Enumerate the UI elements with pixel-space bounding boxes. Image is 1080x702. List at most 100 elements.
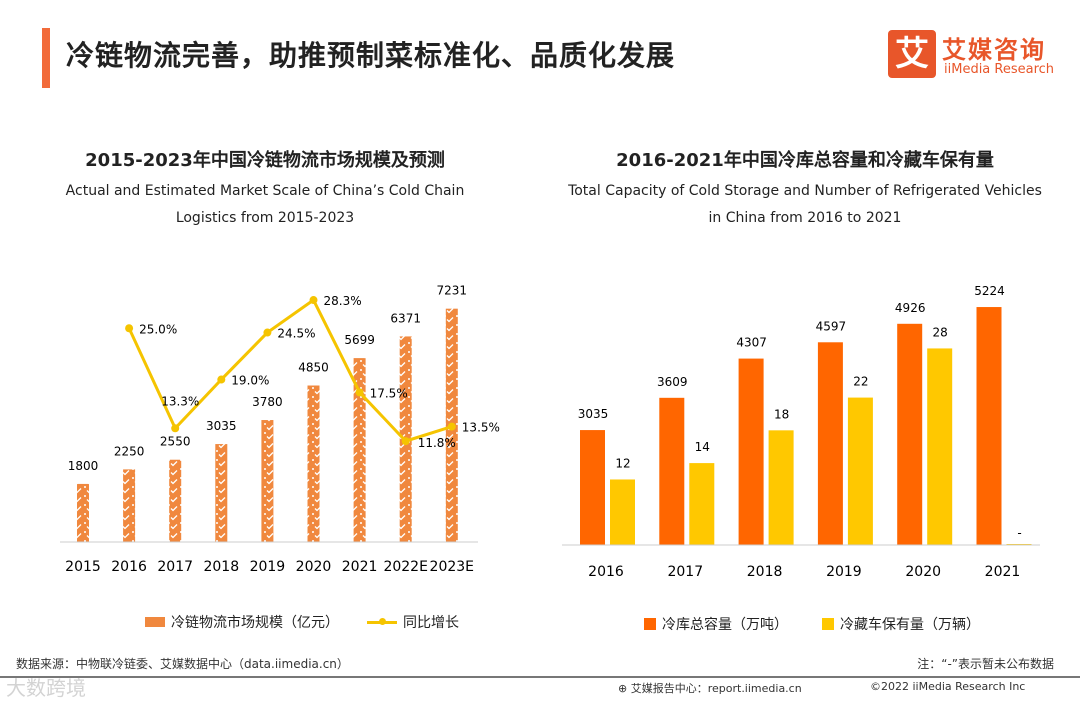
globe-icon: ⊕: [618, 682, 631, 695]
left-chart-title: 2015-2023年中国冷链物流市场规模及预测: [85, 150, 445, 171]
left-chart-subtitle-1: Actual and Estimated Market Scale of Chi…: [65, 183, 465, 199]
x-tick-label: 2021: [985, 564, 1021, 580]
watermark: 大数跨境: [6, 676, 86, 700]
x-tick-label: 2016: [111, 559, 147, 575]
legend-bar-swatch-icon: [145, 617, 165, 627]
bar-value-label: 4850: [298, 361, 329, 375]
growth-point: [401, 437, 410, 446]
market-scale-bar: [215, 444, 228, 542]
footer-divider: [0, 676, 1080, 678]
capacity-bar: [897, 323, 923, 545]
left-chart-header: 2015-2023年中国冷链物流市场规模及预测 Actual and Estim…: [20, 146, 510, 232]
bar-value-label: 2550: [160, 435, 191, 449]
growth-point: [447, 422, 456, 431]
vehicles-value-label: 14: [695, 440, 710, 454]
right-chart-title: 2016-2021年中国冷库总容量和冷藏车保有量: [616, 150, 994, 171]
bar-value-label: 1800: [68, 459, 99, 473]
vehicles-bar: [847, 397, 873, 545]
left-chart-subtitle-2: Logistics from 2015-2023: [175, 210, 355, 226]
vehicles-value-label: 22: [853, 375, 868, 389]
market-scale-bar: [77, 483, 89, 542]
bar-value-label: 3035: [206, 419, 237, 433]
vehicles-value-label: 12: [615, 456, 630, 470]
x-tick-label: 2018: [203, 559, 239, 575]
legend-growth: 同比增长: [403, 615, 459, 631]
growth-point: [309, 296, 318, 305]
x-tick-label: 2015: [65, 559, 101, 575]
x-tick-label: 2019: [826, 564, 862, 580]
logo-en-text: iiMedia Research: [944, 62, 1055, 77]
x-tick-label: 2016: [588, 564, 624, 580]
growth-line: [127, 297, 453, 443]
capacity-bar: [817, 342, 843, 545]
growth-value-label: 11.8%: [418, 436, 456, 450]
market-scale-bar: [307, 385, 320, 542]
x-tick-label: 2020: [296, 559, 332, 575]
legend-capacity-swatch-icon: [644, 618, 656, 630]
capacity-value-label: 4926: [895, 301, 926, 315]
title-accent-bar: [42, 28, 50, 88]
growth-value-label: 25.0%: [139, 322, 177, 336]
copyright: ©2022 iiMedia Research Inc: [870, 680, 1026, 693]
x-tick-label: 2017: [157, 559, 193, 575]
legend-vehicles: 冷藏车保有量（万辆）: [840, 617, 980, 633]
legend-capacity: 冷库总容量（万吨）: [662, 617, 788, 633]
market-scale-bar: [261, 420, 274, 542]
report-link[interactable]: ⊕ 艾媒报告中心：report.iimedia.cn: [618, 680, 802, 696]
capacity-value-label: 3035: [578, 407, 609, 421]
growth-value-label: 17.5%: [370, 386, 408, 400]
x-tick-label: 2022E: [383, 559, 427, 575]
legend-market-scale: 冷链物流市场规模（亿元）: [171, 615, 339, 631]
x-tick-label: 2018: [747, 564, 783, 580]
vehicles-bar: [689, 463, 715, 545]
right-chart-subtitle-1: Total Capacity of Cold Storage and Numbe…: [568, 183, 1042, 199]
bar-value-label: 3780: [252, 395, 283, 409]
growth-value-label: 13.5%: [462, 421, 500, 435]
vehicles-bar: [768, 430, 794, 545]
vehicles-value-label: 18: [774, 407, 789, 421]
logo-mark: 艾: [888, 30, 936, 78]
capacity-bar: [580, 430, 605, 545]
market-scale-bar: [353, 358, 366, 542]
capacity-value-label: 5224: [974, 284, 1005, 298]
bar-value-label: 7231: [437, 284, 468, 298]
data-source: 数据来源：中物联冷链委、艾媒数据中心（data.iimedia.cn）: [16, 657, 349, 671]
right-legend: 冷库总容量（万吨） 冷藏车保有量（万辆）: [644, 614, 980, 634]
capacity-bar: [659, 397, 685, 545]
logo-cn-text: 艾媒咨询: [942, 36, 1046, 64]
x-tick-label: 2017: [667, 564, 703, 580]
growth-point: [171, 424, 180, 433]
x-tick-label: 2021: [342, 559, 378, 575]
growth-point: [263, 328, 272, 337]
legend-vehicles-swatch-icon: [822, 618, 834, 630]
growth-point: [125, 324, 134, 333]
growth-value-label: 19.0%: [231, 374, 269, 388]
page-title: 冷链物流完善，助推预制菜标准化、品质化发展: [66, 39, 676, 72]
capacity-value-label: 3609: [657, 375, 688, 389]
vehicles-bar: [610, 479, 635, 545]
x-tick-label: 2023E: [430, 559, 474, 575]
growth-value-label: 24.5%: [277, 327, 315, 341]
report-url: 艾媒报告中心：report.iimedia.cn: [630, 682, 802, 695]
capacity-bar: [976, 307, 1002, 545]
capacity-value-label: 4597: [816, 319, 847, 333]
vehicles-value-label: -: [1017, 526, 1021, 540]
market-scale-chart: 1800 2015 2250 2016 2550 2017 3035 2018 3780 2019…: [60, 284, 500, 575]
right-chart-subtitle-2: in China from 2016 to 2021: [708, 210, 902, 226]
vehicles-value-label: 28: [933, 325, 948, 339]
market-scale-bar: [169, 459, 182, 542]
growth-point: [355, 388, 364, 397]
market-scale-bar: [123, 469, 136, 542]
growth-value-label: 13.3%: [161, 394, 199, 408]
bar-value-label: 2250: [114, 444, 145, 458]
footnote: 注：“-”表示暂未公布数据: [917, 657, 1054, 671]
vehicles-bar: [927, 348, 953, 545]
growth-value-label: 28.3%: [324, 294, 362, 308]
capacity-value-label: 4307: [736, 336, 767, 350]
left-legend: 冷链物流市场规模（亿元） 同比增长: [145, 612, 459, 632]
x-tick-label: 2020: [905, 564, 941, 580]
legend-line-swatch-icon: [367, 618, 397, 625]
capacity-bar: [738, 358, 764, 545]
cold-storage-chart: 3035 12 2016 3609 14 2017 4307 18 2018 4597 22 2019…: [562, 284, 1040, 580]
iimedia-logo: 艾 艾媒咨询 iiMedia Research: [888, 30, 1068, 80]
